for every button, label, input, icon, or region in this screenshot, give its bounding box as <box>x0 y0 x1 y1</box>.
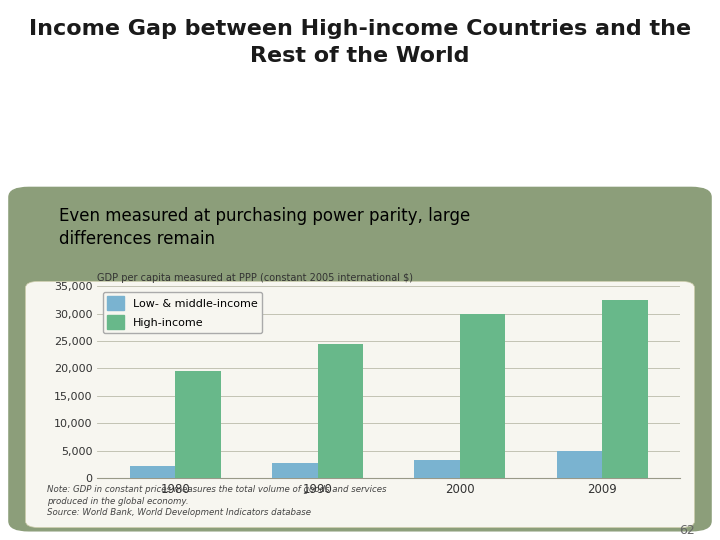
FancyBboxPatch shape <box>9 187 711 531</box>
Bar <box>415 461 460 478</box>
Text: Income Gap between High-income Countries and the: Income Gap between High-income Countries… <box>29 19 691 39</box>
FancyBboxPatch shape <box>25 281 695 528</box>
Bar <box>272 463 318 478</box>
Bar <box>130 466 176 478</box>
Bar <box>557 450 602 478</box>
Legend: Low- & middle-income, High-income: Low- & middle-income, High-income <box>103 292 262 333</box>
Text: 62: 62 <box>679 524 695 537</box>
Text: Note: GDP in constant prices measures the total volume of goods and services
pro: Note: GDP in constant prices measures th… <box>47 485 387 517</box>
Bar <box>318 344 363 478</box>
Bar <box>460 314 505 478</box>
Bar <box>602 300 648 478</box>
Bar <box>176 371 221 478</box>
Text: Even measured at purchasing power parity, large
differences remain: Even measured at purchasing power parity… <box>58 207 470 248</box>
Text: Rest of the World: Rest of the World <box>251 46 469 66</box>
Text: GDP per capita measured at PPP (constant 2005 international $): GDP per capita measured at PPP (constant… <box>97 273 413 283</box>
